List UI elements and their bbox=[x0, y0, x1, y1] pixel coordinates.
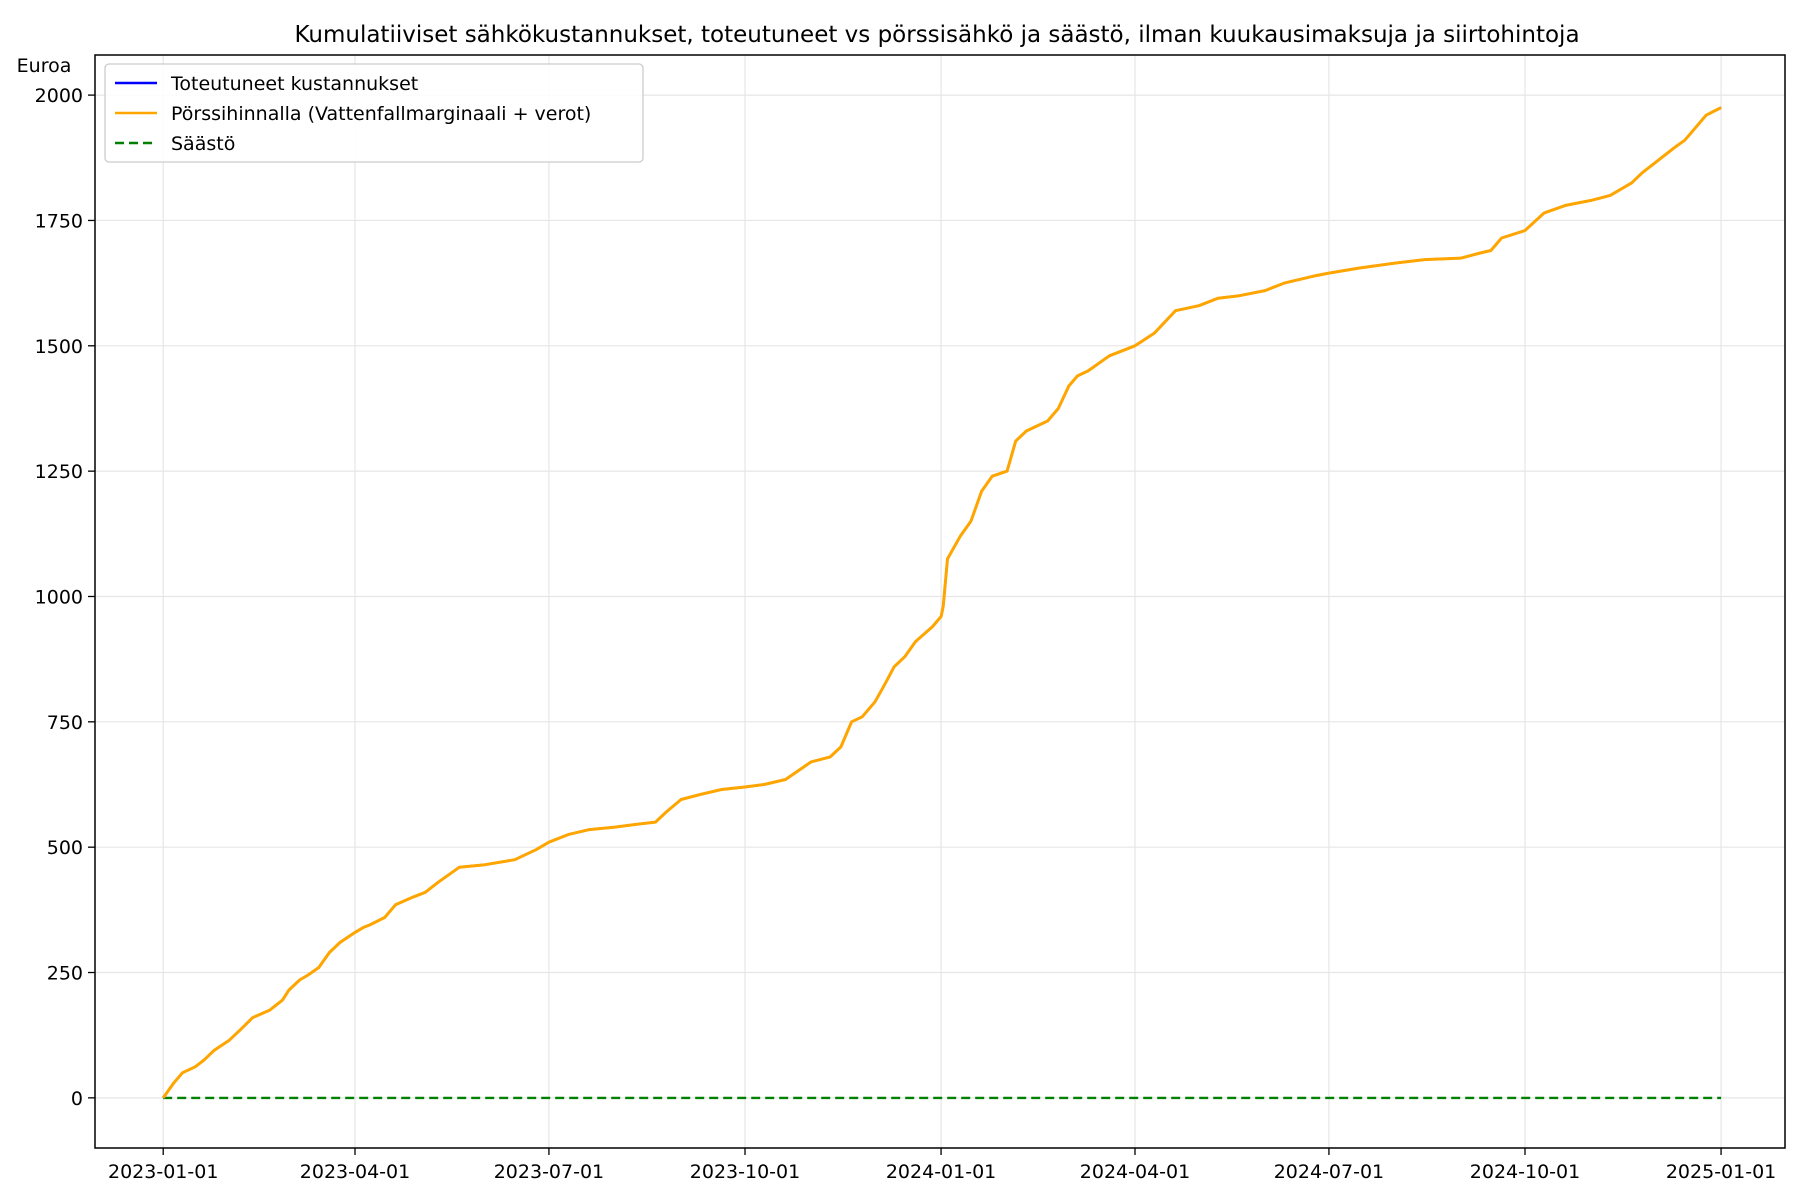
y-tick-label: 1000 bbox=[35, 586, 83, 608]
plot-frame bbox=[94, 54, 1786, 1149]
y-tick-label: 1250 bbox=[35, 461, 83, 483]
x-tick-label: 2023-04-01 bbox=[300, 1161, 410, 1183]
chart-title: Kumulatiiviset sähkökustannukset, toteut… bbox=[294, 22, 1579, 48]
gridlines bbox=[95, 55, 1785, 1148]
legend-label-2: Säästö bbox=[171, 133, 235, 155]
series-line-1 bbox=[161, 106, 1722, 1099]
x-tick-label: 2023-07-01 bbox=[494, 1161, 604, 1183]
x-tick-label: 2023-01-01 bbox=[108, 1161, 218, 1183]
y-tick-label: 500 bbox=[47, 837, 83, 859]
axes: 2023-01-01 2023-04-01 2023-07-01 2023-10-01… bbox=[35, 54, 1786, 1183]
x-tick-label: 2024-01-01 bbox=[886, 1161, 996, 1183]
legend-label-0: Toteutuneet kustannukset bbox=[170, 73, 418, 95]
y-tick-label: 250 bbox=[47, 963, 83, 985]
y-tick-label: 750 bbox=[47, 712, 83, 734]
x-tick-label: 2025-01-01 bbox=[1666, 1161, 1776, 1183]
y-tick-label: 0 bbox=[71, 1088, 83, 1110]
x-tick-label: 2024-10-01 bbox=[1470, 1161, 1580, 1183]
x-tick-label: 2024-04-01 bbox=[1080, 1161, 1190, 1183]
legend-box bbox=[104, 63, 644, 163]
legend: Toteutuneet kustannukset Pörssihinnalla (… bbox=[104, 63, 644, 163]
x-tick-label: 2023-10-01 bbox=[690, 1161, 800, 1183]
y-tick-label: 2000 bbox=[35, 85, 83, 107]
y-tick-label: 1750 bbox=[35, 210, 83, 232]
x-tick-label: 2024-07-01 bbox=[1274, 1161, 1384, 1183]
series-lines bbox=[161, 106, 1722, 1100]
y-axis-label: Euroa bbox=[17, 55, 72, 77]
y-tick-label: 1500 bbox=[35, 336, 83, 358]
legend-label-1: Pörssihinnalla (Vattenfallmarginaali + v… bbox=[171, 103, 591, 125]
